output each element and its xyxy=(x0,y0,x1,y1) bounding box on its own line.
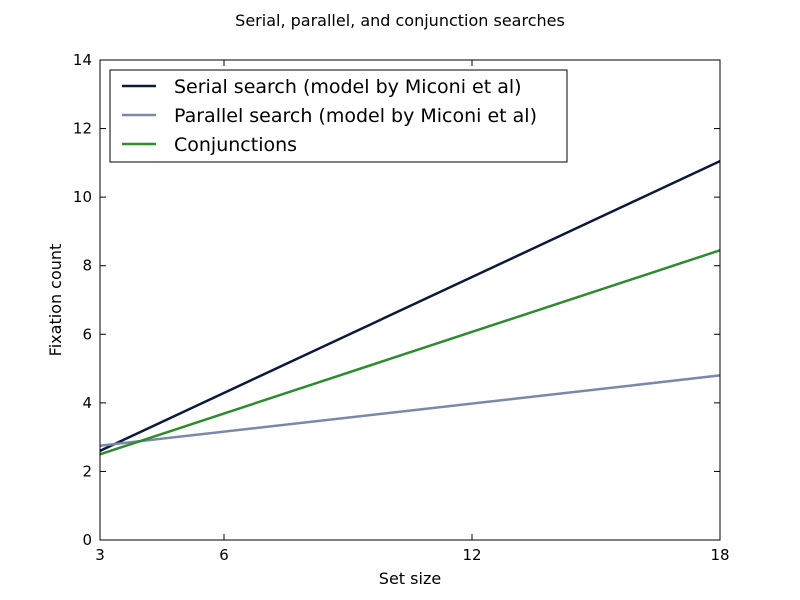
legend-items: Serial search (model by Miconi et al) Par… xyxy=(122,76,537,156)
series-line-1 xyxy=(99,374,721,447)
y-tick-label-6: 12 xyxy=(73,120,92,138)
x-tick-label-2: 12 xyxy=(462,546,481,564)
y-tick-label-0: 0 xyxy=(82,531,92,549)
y-tick-label-3: 6 xyxy=(82,325,92,343)
ticks-layer: 3 6 12 18 0 2 4 6 8 10 12 14 xyxy=(73,51,730,564)
plot-frame xyxy=(99,59,721,541)
x-tick-label-0: 3 xyxy=(95,546,105,564)
y-tick-label-1: 2 xyxy=(82,462,92,480)
legend-label-0: Serial search (model by Miconi et al) xyxy=(174,76,522,98)
legend: Serial search (model by Miconi et al) Par… xyxy=(109,69,568,163)
series-line-2 xyxy=(99,249,721,456)
legend-label-1: Parallel search (model by Miconi et al) xyxy=(174,105,537,127)
y-tick-label-2: 4 xyxy=(82,394,92,412)
series-line-0 xyxy=(99,160,721,452)
x-tick-label-1: 6 xyxy=(219,546,229,564)
y-tick-label-7: 14 xyxy=(73,51,92,69)
series-layer xyxy=(99,160,721,456)
y-tick-label-5: 10 xyxy=(73,188,92,206)
y-tick-label-4: 8 xyxy=(82,257,92,275)
chart-title: Serial, parallel, and conjunction search… xyxy=(235,11,565,30)
x-tick-label-3: 18 xyxy=(710,546,729,564)
legend-box xyxy=(109,69,568,163)
x-axis-label: Set size xyxy=(379,569,441,588)
y-axis-label: Fixation count xyxy=(46,244,65,357)
legend-label-2: Conjunctions xyxy=(174,134,297,156)
